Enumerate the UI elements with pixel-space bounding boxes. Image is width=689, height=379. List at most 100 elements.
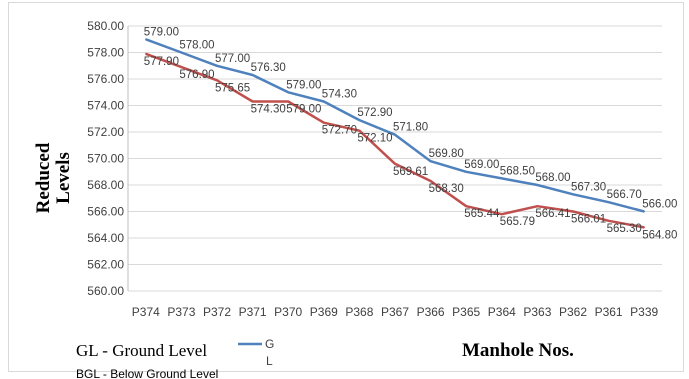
x-axis-label: Manhole Nos.	[462, 340, 574, 361]
x-tick-label-P339: P339	[630, 305, 658, 319]
x-axis-ticks: P374 P373 P372 P371 P370 P369 P368 P367 P366 P365…	[132, 305, 659, 319]
point-L-P372	[216, 79, 218, 82]
point-L-P374	[145, 53, 147, 55]
data-label-L-P365: 565.44	[464, 208, 500, 220]
point-L-P339	[643, 226, 645, 229]
note-ground-level: GL - Ground Level	[76, 341, 207, 360]
point-L-P371	[251, 100, 254, 103]
data-label-L-P373: 576.90	[179, 69, 214, 81]
y-tick-label-2: 564.00	[87, 231, 124, 245]
x-tick-label-P367: P367	[381, 305, 409, 319]
data-label-G-P373: 578.00	[179, 40, 214, 52]
data-label-L-P362: 566.01	[571, 214, 606, 226]
x-tick-label-P363: P363	[523, 305, 551, 319]
x-tick-label-P365: P365	[452, 305, 480, 319]
data-label-L-P364: 565.79	[500, 216, 535, 228]
data-label-L-P371: 574.30	[251, 104, 286, 116]
data-labels: 579.00578.00577.00576.30579.00574.30572.…	[144, 26, 678, 241]
point-L-P364	[501, 213, 503, 215]
x-tick-label-P368: P368	[345, 305, 373, 319]
x-tick-label-P361: P361	[595, 305, 623, 319]
data-label-G-P361: 566.70	[607, 189, 642, 201]
point-L-P370	[287, 100, 290, 103]
point-G-P368	[358, 119, 361, 121]
point-L-P361	[607, 219, 610, 222]
y-axis-label-line1: Reduced	[33, 142, 54, 213]
data-label-L-P374: 577.90	[144, 56, 179, 68]
point-G-P370	[287, 91, 290, 94]
y-axis-ticks: 560.00 562.00 564.00 566.00 568.00 570.00 572.…	[87, 19, 124, 298]
y-tick-label-1: 562.00	[87, 258, 124, 272]
point-G-P362	[572, 193, 574, 196]
y-tick-label-8: 576.00	[87, 72, 124, 86]
data-label-G-P362: 567.30	[571, 181, 606, 193]
data-label-L-P370: 579.00	[286, 104, 321, 116]
x-tick-label-P364: P364	[488, 305, 516, 319]
point-G-P367	[394, 133, 396, 136]
y-axis-label-line2: Levels	[53, 152, 74, 204]
data-label-G-P374: 579.00	[144, 26, 179, 38]
series-line-L	[145, 52, 645, 229]
data-label-L-P372: 575.65	[215, 82, 250, 94]
point-G-P373	[180, 51, 183, 54]
point-L-P362	[572, 210, 574, 213]
data-label-L-P369: 572.70	[322, 125, 357, 137]
data-label-G-P369: 574.30	[322, 89, 357, 101]
y-tick-label-7: 574.00	[87, 99, 124, 113]
legend-g-label: G	[265, 337, 274, 351]
legend-l-label: L	[266, 354, 273, 368]
y-tick-label-9: 578.00	[87, 46, 124, 60]
data-label-G-P370: 579.00	[286, 79, 321, 91]
data-label-L-P363: 566.41	[535, 208, 570, 220]
x-tick-label-P372: P372	[203, 305, 231, 319]
data-label-G-P365: 569.00	[464, 159, 499, 171]
note-below-ground-level: BGL - Below Ground Level	[76, 367, 218, 379]
y-tick-label-4: 568.00	[87, 178, 124, 192]
point-L-P365	[465, 205, 468, 207]
y-tick-label-10: 580.00	[87, 19, 124, 33]
point-G-P371	[251, 74, 254, 76]
data-label-G-P339: 566.00	[642, 199, 677, 211]
point-L-P366	[429, 180, 432, 182]
point-G-P365	[465, 170, 468, 173]
x-tick-label-P371: P371	[239, 305, 267, 319]
point-L-P363	[536, 205, 539, 207]
data-label-G-P371: 576.30	[251, 62, 286, 74]
y-tick-label-3: 566.00	[87, 205, 124, 219]
data-label-L-P361: 565.30	[607, 223, 642, 235]
y-tick-label-6: 572.00	[87, 125, 124, 139]
data-label-G-P367: 571.80	[393, 122, 428, 134]
point-G-P372	[216, 64, 218, 67]
point-G-P369	[323, 100, 325, 103]
data-label-L-P339: 564.80	[642, 229, 677, 241]
point-G-P339	[643, 210, 645, 213]
x-tick-label-P374: P374	[132, 305, 160, 319]
point-L-P367	[394, 163, 396, 165]
point-G-P366	[429, 160, 432, 162]
data-label-G-P364: 568.50	[500, 165, 535, 177]
point-G-P374	[145, 38, 147, 41]
data-label-G-P363: 568.00	[535, 172, 570, 184]
point-G-P363	[536, 184, 539, 186]
data-label-L-P366: 568.30	[429, 183, 464, 195]
x-tick-label-P369: P369	[310, 305, 338, 319]
data-label-L-P368: 572.10	[357, 133, 392, 145]
chart-frame	[8, 2, 684, 372]
data-label-G-P372: 577.00	[215, 53, 250, 65]
legend: G L	[238, 337, 274, 368]
point-L-P373	[180, 66, 183, 68]
point-L-P369	[323, 121, 325, 124]
x-tick-label-P373: P373	[167, 305, 195, 319]
x-tick-label-P370: P370	[274, 305, 302, 319]
y-tick-label-0: 560.00	[87, 284, 124, 298]
point-L-P368	[358, 129, 361, 132]
point-G-P364	[501, 177, 503, 180]
x-tick-label-P362: P362	[559, 305, 587, 319]
data-label-G-P366: 569.80	[429, 148, 464, 160]
series-lines	[145, 38, 645, 229]
gridlines	[127, 25, 662, 292]
data-label-G-P368: 572.90	[357, 107, 392, 119]
point-G-P361	[607, 201, 610, 204]
y-tick-label-5: 570.00	[87, 152, 124, 166]
